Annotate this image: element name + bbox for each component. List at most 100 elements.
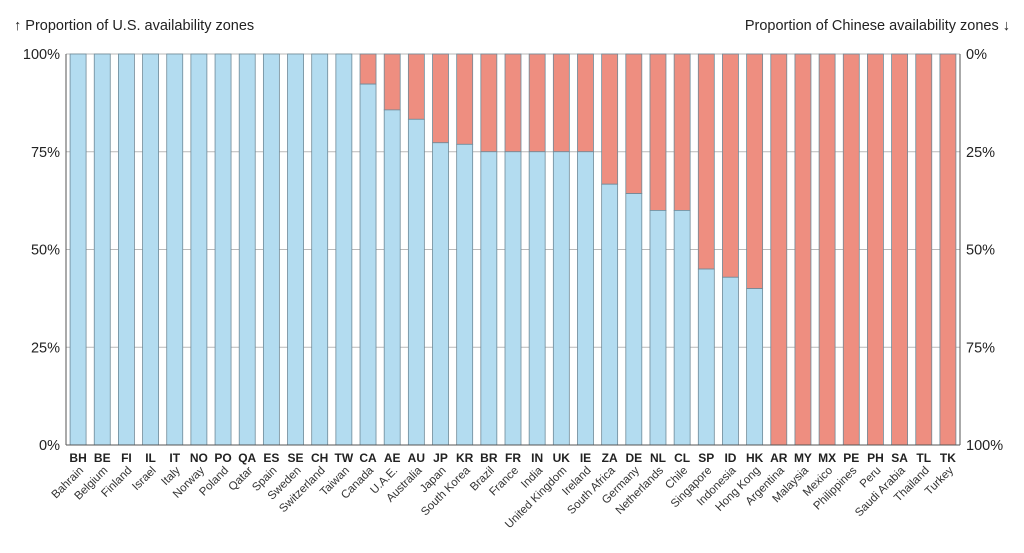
category-code-label: CL (674, 451, 690, 465)
bar-us-hk (746, 288, 764, 446)
bar-uk (552, 53, 570, 446)
bar-china-my (794, 53, 812, 446)
category-code-label: DE (625, 451, 642, 465)
category-code-label: FR (505, 451, 521, 465)
right-axis-title: Proportion of Chinese availability zones… (745, 18, 1010, 34)
bar-il (142, 53, 159, 446)
right-tick-label: 75% (966, 340, 995, 356)
bar-hk (746, 53, 764, 446)
bar-us-ch (311, 53, 329, 446)
bar-be (93, 53, 111, 446)
bar-nl (649, 53, 667, 446)
category-code-label: IL (145, 451, 156, 465)
category-code-label: PH (867, 451, 884, 465)
bar-china-de (625, 53, 643, 194)
bar-china-ar (770, 53, 788, 446)
bar-china-za (601, 53, 619, 185)
category-code-label: BR (480, 451, 498, 465)
bar-jp (432, 53, 449, 446)
x-axis-labels: BHBahrainBEBelgiumFIFinlandILIsraelITIta… (50, 451, 957, 531)
bar-us-po (214, 53, 232, 446)
bar-au (407, 53, 425, 446)
bar-us-be (93, 53, 111, 446)
left-tick-label: 75% (31, 145, 60, 161)
bar-china-kr (456, 53, 474, 145)
bar-china-tl (915, 53, 933, 446)
category-code-label: UK (553, 451, 571, 465)
bar-us-se (287, 53, 304, 446)
bar-ar (770, 53, 788, 446)
left-tick-label: 50% (31, 243, 60, 259)
bar-china-au (407, 53, 425, 120)
bar-china-nl (649, 53, 667, 211)
left-tick-label: 100% (23, 47, 60, 63)
left-tick-label: 25% (31, 340, 60, 356)
bar-china-in (528, 53, 546, 153)
category-code-label: HK (746, 451, 764, 465)
bar-us-ae (383, 109, 401, 446)
bar-china-ie (577, 53, 594, 153)
bar-us-br (480, 151, 498, 446)
right-axis-ticks: 100% 75% 50% 25% 0% (966, 47, 1003, 454)
bar-ae (383, 53, 401, 446)
bar-china-mx (818, 53, 836, 446)
bar-us-sp (697, 268, 715, 446)
category-code-label: ZA (602, 451, 618, 465)
category-name-label: Qatar (227, 465, 256, 494)
category-code-label: TL (916, 451, 931, 465)
category-code-label: QA (238, 451, 256, 465)
category-code-label: PO (214, 451, 231, 465)
category-name-label: Israel (130, 465, 158, 493)
bar-us-uk (552, 151, 570, 446)
bar-us-fr (504, 151, 522, 446)
bar-us-de (625, 193, 643, 446)
bars (69, 53, 957, 446)
category-code-label: TK (940, 451, 956, 465)
bar-es (262, 53, 280, 446)
category-code-label: NO (190, 451, 208, 465)
bar-us-in (528, 151, 546, 446)
bar-china-br (480, 53, 498, 153)
category-code-label: MX (818, 451, 836, 465)
bar-us-au (407, 118, 425, 446)
bar-us-it (166, 53, 184, 446)
bar-kr (456, 53, 474, 446)
bar-china-ae (383, 53, 401, 111)
category-code-label: SE (288, 451, 304, 465)
bar-us-jp (432, 142, 449, 446)
bar-china-hk (746, 53, 764, 290)
bar-my (794, 53, 812, 446)
category-code-label: CA (359, 451, 377, 465)
bar-china-tk (939, 53, 957, 446)
bar-de (625, 53, 643, 446)
right-tick-label: 0% (966, 47, 987, 63)
bar-china-sp (697, 53, 715, 270)
right-tick-label: 50% (966, 243, 995, 259)
category-code-label: FI (121, 451, 132, 465)
category-code-label: SA (891, 451, 908, 465)
category-code-label: TW (335, 451, 354, 465)
bar-ca (359, 53, 377, 446)
plot-frame (65, 54, 961, 446)
bar-tk (939, 53, 957, 446)
category-code-label: KR (456, 451, 474, 465)
bar-us-bh (69, 53, 87, 446)
left-tick-label: 0% (39, 438, 60, 454)
bar-us-za (601, 183, 619, 446)
bar-fr (504, 53, 522, 446)
bar-ie (577, 53, 594, 446)
category-code-label: NL (650, 451, 666, 465)
bar-id (722, 53, 739, 446)
bar-us-nl (649, 209, 667, 446)
bar-tl (915, 53, 933, 446)
category-code-label: IN (531, 451, 543, 465)
bar-po (214, 53, 232, 446)
left-axis-title: ↑ Proportion of U.S. availability zones (14, 18, 254, 34)
bar-se (287, 53, 304, 446)
bar-china-fr (504, 53, 522, 153)
bar-za (601, 53, 619, 446)
bar-cl (673, 53, 691, 446)
bar-tw (335, 53, 353, 446)
category-code-label: JP (433, 451, 448, 465)
